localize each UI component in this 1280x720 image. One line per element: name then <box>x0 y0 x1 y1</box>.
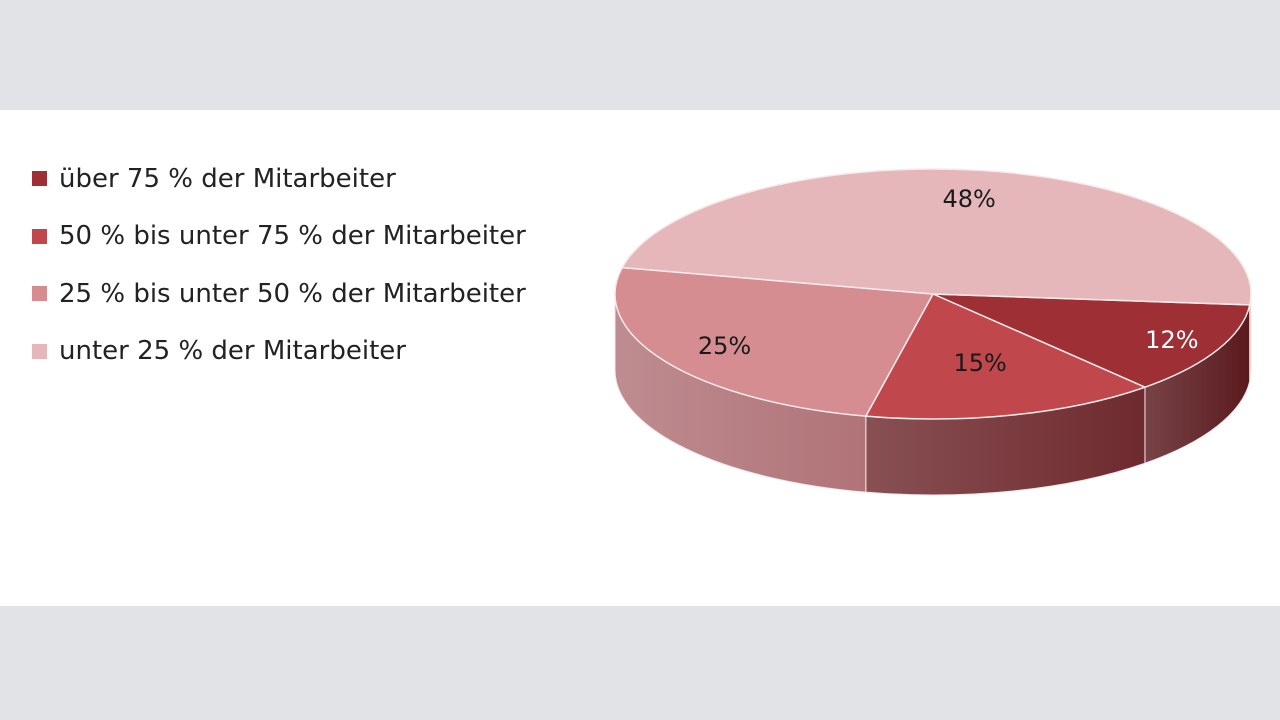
legend-label-50-to-75: 50 % bis unter 75 % der Mitarbeiter <box>59 221 526 252</box>
legend-swatch-under-25 <box>32 343 47 359</box>
pie-side-walls <box>614 293 1252 496</box>
legend-entry-under-25: unter 25 % der Mitarbeiter <box>32 323 526 381</box>
legend-label-over-75: über 75 % der Mitarbeiter <box>59 163 396 194</box>
pie-slices <box>614 168 1252 420</box>
pie-slice-25-to-50 <box>614 266 935 417</box>
legend-entry-over-75: über 75 % der Mitarbeiter <box>32 150 526 208</box>
legend-label-under-25: unter 25 % der Mitarbeiter <box>59 336 406 367</box>
pie-value-labels: 12% 15% 25% 48% <box>698 185 1199 377</box>
legend-swatch-25-to-50 <box>32 286 47 302</box>
legend-swatch-over-75 <box>32 171 47 187</box>
legend-entry-25-to-50: 25 % bis unter 50 % der Mitarbeiter <box>32 265 526 323</box>
legend-swatch-50-to-75 <box>32 228 47 244</box>
pie-slice-50-to-75 <box>864 293 1148 420</box>
value-label-over-75: 12% <box>1145 326 1198 354</box>
pie-slice-under-25 <box>620 168 1252 306</box>
value-label-under-25: 48% <box>942 185 995 213</box>
chart-legend: über 75 % der Mitarbeiter 50 % bis unter… <box>32 150 526 380</box>
legend-entry-50-to-75: 50 % bis unter 75 % der Mitarbeiter <box>32 208 526 266</box>
legend-label-25-to-50: 25 % bis unter 50 % der Mitarbeiter <box>59 278 526 309</box>
value-label-25-to-50: 25% <box>698 332 751 360</box>
value-label-50-to-75: 15% <box>953 349 1006 377</box>
pie-slice-over-75 <box>932 293 1251 388</box>
